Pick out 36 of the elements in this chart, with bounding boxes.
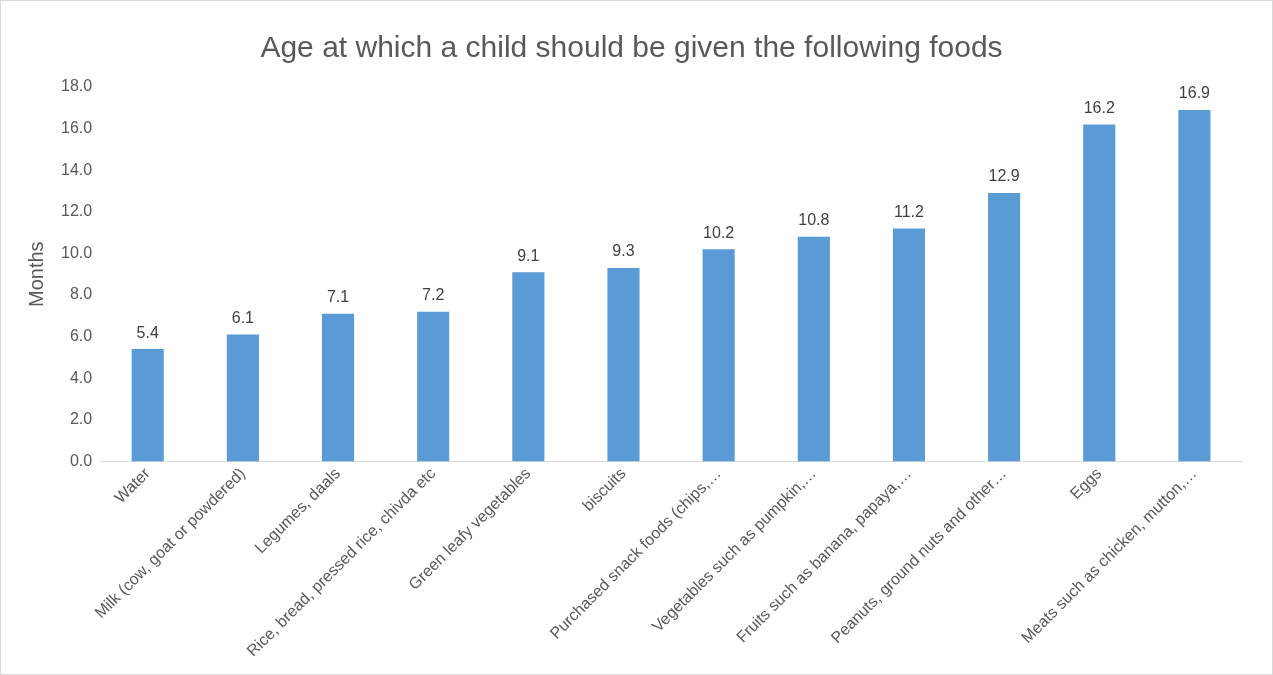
y-tick-label: 8.0: [69, 285, 93, 303]
data-label: 11.2: [893, 202, 925, 220]
data-label: 7.2: [422, 286, 445, 304]
y-tick-label: 0.0: [69, 451, 93, 469]
data-label: 7.1: [326, 288, 350, 306]
y-tick-label: 16.0: [61, 119, 93, 137]
bar: [417, 311, 450, 462]
data-label: 9.1: [517, 246, 540, 264]
data-label: 9.3: [612, 242, 635, 260]
bar: [607, 267, 640, 462]
bar: [226, 334, 259, 462]
y-tick-label: 18.0: [61, 77, 93, 95]
bar: [131, 349, 164, 462]
data-label: 6.1: [231, 308, 255, 326]
y-tick-label: 6.0: [69, 327, 93, 345]
bar: [702, 249, 735, 462]
y-tick-label: 10.0: [61, 243, 93, 261]
y-tick-label: 2.0: [69, 410, 93, 428]
y-tick-label: 4.0: [69, 368, 93, 386]
y-axis-title: Months: [24, 241, 47, 308]
data-label: 10.8: [798, 211, 830, 229]
data-label: 10.2: [703, 223, 735, 241]
bar: [1083, 124, 1116, 462]
data-label: 5.4: [136, 323, 159, 341]
y-tick-label: 14.0: [61, 160, 93, 178]
data-label: 16.2: [1083, 98, 1115, 116]
bar: [512, 272, 545, 462]
chart-title: Age at which a child should be given the following foods: [260, 30, 1003, 64]
bar: [988, 193, 1021, 462]
bar: [892, 228, 926, 462]
bar: [1178, 109, 1211, 462]
data-label: 12.9: [988, 167, 1020, 185]
y-tick-label: 12.0: [61, 202, 93, 220]
data-label: 16.9: [1178, 84, 1211, 102]
bar: [797, 236, 830, 462]
bar: [321, 313, 355, 462]
